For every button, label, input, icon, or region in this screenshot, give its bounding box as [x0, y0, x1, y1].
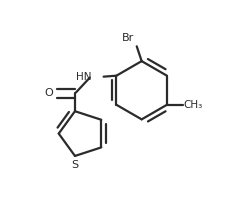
Text: Br: Br: [122, 33, 134, 43]
Text: S: S: [71, 160, 79, 170]
Text: O: O: [45, 89, 53, 99]
Text: CH₃: CH₃: [184, 100, 203, 110]
Text: HN: HN: [76, 72, 92, 82]
